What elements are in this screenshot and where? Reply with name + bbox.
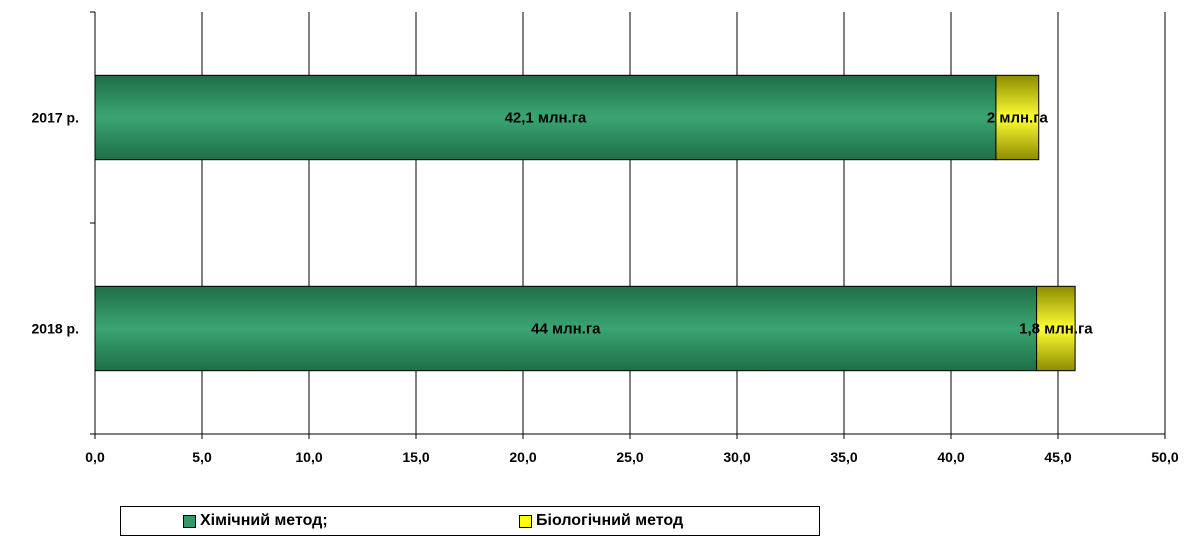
- legend-item-chemical: Хімічний метод;: [183, 512, 328, 530]
- x-tick-label: 35,0: [830, 449, 857, 465]
- x-tick-label: 20,0: [509, 449, 536, 465]
- x-tick-label: 5,0: [192, 449, 212, 465]
- data-label: 44 млн.га: [531, 321, 601, 338]
- x-tick-label: 40,0: [937, 449, 964, 465]
- legend-label-chemical: Хімічний метод;: [200, 512, 328, 529]
- x-tick-label: 45,0: [1044, 449, 1071, 465]
- bar-group: [94, 74, 1076, 372]
- x-tick-label: 10,0: [295, 449, 322, 465]
- bar: [1036, 285, 1076, 372]
- x-tick-label: 0,0: [85, 449, 105, 465]
- legend-swatch-biological: [519, 514, 532, 528]
- data-label: 1,8 млн.га: [1019, 321, 1093, 338]
- x-tick-label: 25,0: [616, 449, 643, 465]
- legend-swatch-chemical: [183, 514, 196, 528]
- category-label: 2018 р.: [32, 321, 79, 337]
- chart-canvas: 0,0 5,0 10,0 15,0 20,0 25,0 30,0 35,0 40,0 45,0 50…: [32, 11, 1179, 465]
- data-label: 42,1 млн.га: [505, 110, 587, 127]
- x-tick-label: 15,0: [402, 449, 429, 465]
- bar: [995, 74, 1040, 161]
- bar: [94, 74, 997, 161]
- data-label: 2 млн.га: [987, 110, 1049, 127]
- legend-label-biological: Біологічний метод: [536, 512, 684, 529]
- legend: Хімічний метод; Біологічний метод: [120, 506, 820, 536]
- axes: 0,0 5,0 10,0 15,0 20,0 25,0 30,0 35,0 40,0 45,0 50…: [85, 11, 1179, 465]
- legend-item-biological: Біологічний метод: [519, 512, 683, 530]
- labels: 2017 р. 42,1 млн.га 2 млн.га 2018 р. 44 млн.…: [32, 110, 1094, 338]
- bar: [94, 285, 1038, 372]
- category-label: 2017 р.: [32, 110, 79, 126]
- x-tick-label: 30,0: [723, 449, 750, 465]
- x-tick-label: 50,0: [1151, 449, 1178, 465]
